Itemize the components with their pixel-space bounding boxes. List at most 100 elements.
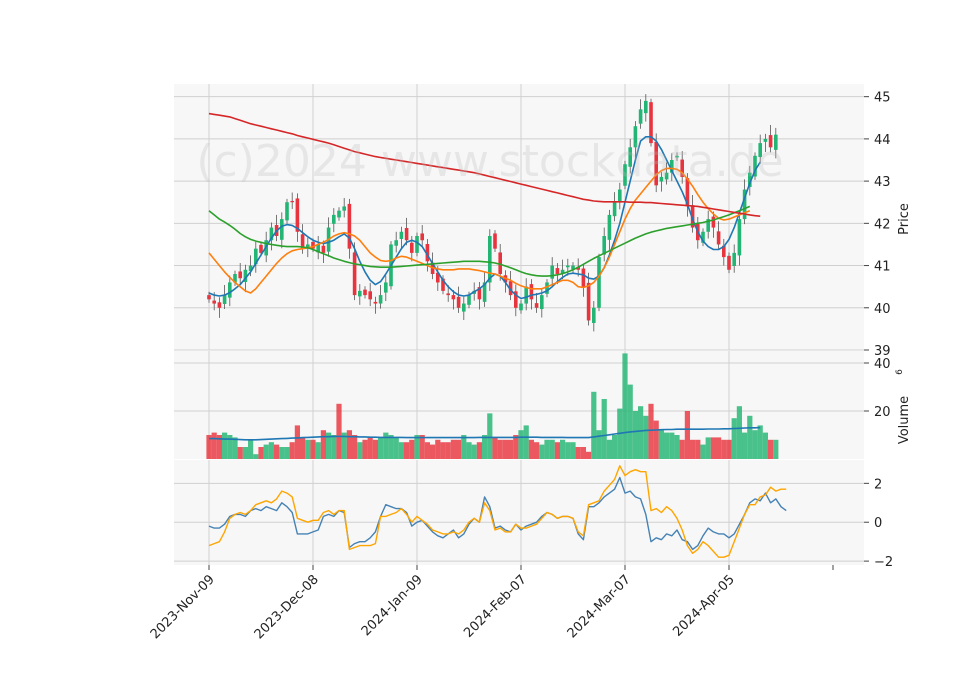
candle-body xyxy=(477,287,482,300)
x-tick-label: 2024-Jan-09 xyxy=(359,572,426,639)
candle-body xyxy=(623,164,627,186)
volume-bar xyxy=(336,403,342,459)
candle-body xyxy=(737,219,742,256)
candle-body xyxy=(742,189,747,220)
oscillator-y-tick-label: 0 xyxy=(874,516,882,531)
volume-bar xyxy=(502,439,508,459)
candle-body xyxy=(378,295,383,304)
volume-bar xyxy=(268,442,274,459)
candle-body xyxy=(545,282,549,294)
candle-body xyxy=(758,143,762,158)
volume-bar xyxy=(544,439,550,459)
candle-body xyxy=(254,248,258,265)
candle-body xyxy=(701,231,705,243)
volume-bar xyxy=(653,420,659,459)
candle-body xyxy=(540,295,544,310)
volume-bar xyxy=(534,442,540,459)
volume-bar xyxy=(487,413,493,459)
volume-bar xyxy=(497,439,503,459)
sma_slow-line xyxy=(208,205,751,277)
volume-bar xyxy=(357,442,363,459)
volume-bar xyxy=(237,447,243,459)
candle-body xyxy=(467,295,471,305)
candle-body xyxy=(659,176,664,182)
volume-bar xyxy=(731,418,737,459)
volume-bar xyxy=(404,442,410,459)
candle-body xyxy=(295,198,300,232)
volume-bar xyxy=(362,439,368,459)
volume-bar xyxy=(601,399,607,459)
sma_mid-line xyxy=(208,167,751,294)
volume-bar xyxy=(570,442,576,459)
volume-bar xyxy=(554,442,560,459)
candle-body xyxy=(394,240,398,246)
volume-bar xyxy=(612,435,618,459)
volume-bar xyxy=(372,439,378,459)
volume-bar xyxy=(227,435,233,459)
volume-bar xyxy=(367,437,373,459)
candle-body xyxy=(462,303,466,312)
volume-bar xyxy=(310,439,316,459)
price-y-tick-label: 45 xyxy=(874,91,891,106)
x-tick-label: 2024-Feb-07 xyxy=(461,572,530,641)
volume-bar xyxy=(736,406,742,459)
candle-body xyxy=(586,282,591,321)
price-y-tick-label: 40 xyxy=(874,302,891,317)
volume-bar xyxy=(461,435,467,459)
volume-bar xyxy=(424,442,430,459)
volume-bar xyxy=(222,432,228,459)
candle-body xyxy=(534,303,539,308)
candle-body xyxy=(732,252,736,266)
volume-bar xyxy=(476,442,482,459)
candle-body xyxy=(498,252,502,274)
volume-bar xyxy=(565,442,571,459)
volume-bar xyxy=(346,430,352,459)
candle-body xyxy=(654,141,658,186)
volume-bar xyxy=(352,435,358,459)
volume-y-tick-label: 20 xyxy=(874,405,891,420)
candle-body xyxy=(269,227,274,241)
volume-bar xyxy=(508,439,514,459)
candle-body xyxy=(311,241,315,249)
volume-bar xyxy=(549,439,555,459)
candle-body xyxy=(243,269,248,283)
volume-bar xyxy=(393,437,399,459)
candle-body xyxy=(670,160,674,173)
candle-body xyxy=(347,203,352,249)
candle-body xyxy=(748,172,752,188)
volume-bar xyxy=(627,384,633,459)
candle-body xyxy=(352,252,357,296)
volume-axis-label: Volume xyxy=(897,396,912,444)
candle-body xyxy=(259,244,263,253)
volume-bar xyxy=(747,415,753,459)
candle-body xyxy=(238,271,242,279)
candle-body xyxy=(321,245,326,253)
volume-bar xyxy=(398,442,404,459)
volume-bars xyxy=(206,353,779,459)
candle-body xyxy=(451,295,456,300)
volume-bar xyxy=(430,444,436,459)
candle-body xyxy=(363,289,367,296)
candle-body xyxy=(602,236,606,255)
candle-body xyxy=(368,291,372,300)
candle-body xyxy=(716,231,721,245)
candle-body xyxy=(337,210,341,218)
candle-body xyxy=(592,307,596,323)
volume-bar xyxy=(414,435,420,459)
candle-body xyxy=(228,282,232,298)
volume-bar xyxy=(710,437,716,459)
oscillator-y-tick-label: −2 xyxy=(874,555,893,570)
volume-bar xyxy=(773,439,779,459)
volume-bar xyxy=(211,432,217,459)
candle-body xyxy=(280,219,284,240)
volume-bar xyxy=(466,442,472,459)
candle-body xyxy=(373,301,378,304)
volume-bar xyxy=(471,444,477,459)
candle-body xyxy=(285,202,289,221)
volume-bar xyxy=(658,430,664,459)
volume-bar xyxy=(591,391,597,459)
candle-body xyxy=(763,138,768,142)
candle-body xyxy=(638,109,643,124)
volume-bar xyxy=(409,439,415,459)
